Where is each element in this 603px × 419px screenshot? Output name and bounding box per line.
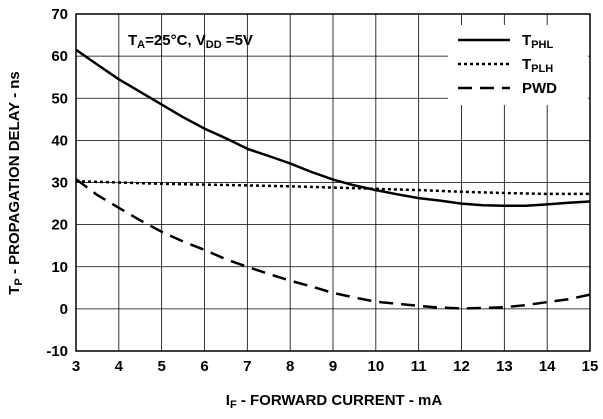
condition-annotation: TA=25°C, VDD =5V <box>128 32 253 51</box>
x-tick-label: 3 <box>72 358 80 375</box>
legend-label-tphl: TPHL <box>522 32 553 51</box>
legend-background <box>448 25 588 105</box>
y-tick-label: 10 <box>51 259 68 276</box>
y-tick-label: 70 <box>51 6 68 23</box>
series-lines <box>75 48 591 310</box>
x-tick-label: 12 <box>453 358 470 375</box>
plot-frame <box>75 13 591 352</box>
x-tick-label: 10 <box>367 358 384 375</box>
x-tick-label: 13 <box>496 358 513 375</box>
x-tick-label: 4 <box>115 358 124 375</box>
y-tick-label: 30 <box>51 175 68 192</box>
y-tick-label: 40 <box>51 132 68 149</box>
legend: TPHL TPLH PWD <box>458 32 557 97</box>
series-line-tphl <box>75 48 591 207</box>
x-tick-label: 14 <box>539 358 556 375</box>
x-tick-label: 9 <box>329 358 337 375</box>
y-tick-label: 20 <box>51 217 68 234</box>
y-tick-label: 60 <box>51 48 68 65</box>
x-tick-label: 7 <box>243 358 251 375</box>
series-line-pwd <box>75 178 591 310</box>
x-tick-label: 6 <box>200 358 208 375</box>
y-axis-title: TP - PROPAGATION DELAY - ns <box>6 71 25 294</box>
x-tick-label: 15 <box>582 358 599 375</box>
y-tick-label: -10 <box>46 343 68 360</box>
x-tick-label: 5 <box>157 358 165 375</box>
tick-labels: 3 4 5 6 7 8 9 10 11 12 13 14 15 -10 0 10 20 30 40 50 60 70 <box>46 6 598 375</box>
y-tick-label: 0 <box>60 301 68 318</box>
x-tick-label: 8 <box>286 358 294 375</box>
series-line-tplh <box>75 179 590 196</box>
x-tick-label: 11 <box>411 358 427 375</box>
y-tick-label: 50 <box>51 90 68 107</box>
x-axis-title: IF - FORWARD CURRENT - mA <box>226 392 443 411</box>
legend-label-tplh: TPLH <box>522 56 553 75</box>
legend-label-pwd: PWD <box>522 80 557 97</box>
